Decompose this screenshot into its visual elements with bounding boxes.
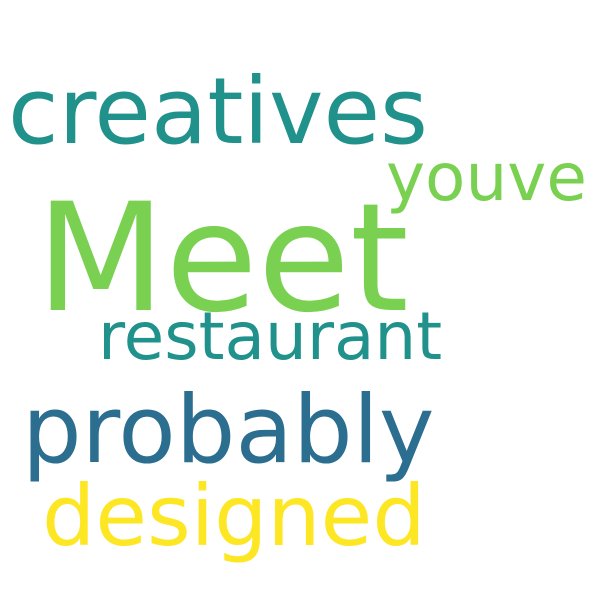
word-creatives: creatives — [8, 58, 428, 165]
word-designed: designed — [42, 467, 426, 565]
word-meet: Meet — [36, 172, 409, 346]
word-restaurant: restaurant — [98, 298, 443, 375]
word-probably: probably — [22, 376, 435, 485]
word-youve: youve — [386, 139, 587, 216]
